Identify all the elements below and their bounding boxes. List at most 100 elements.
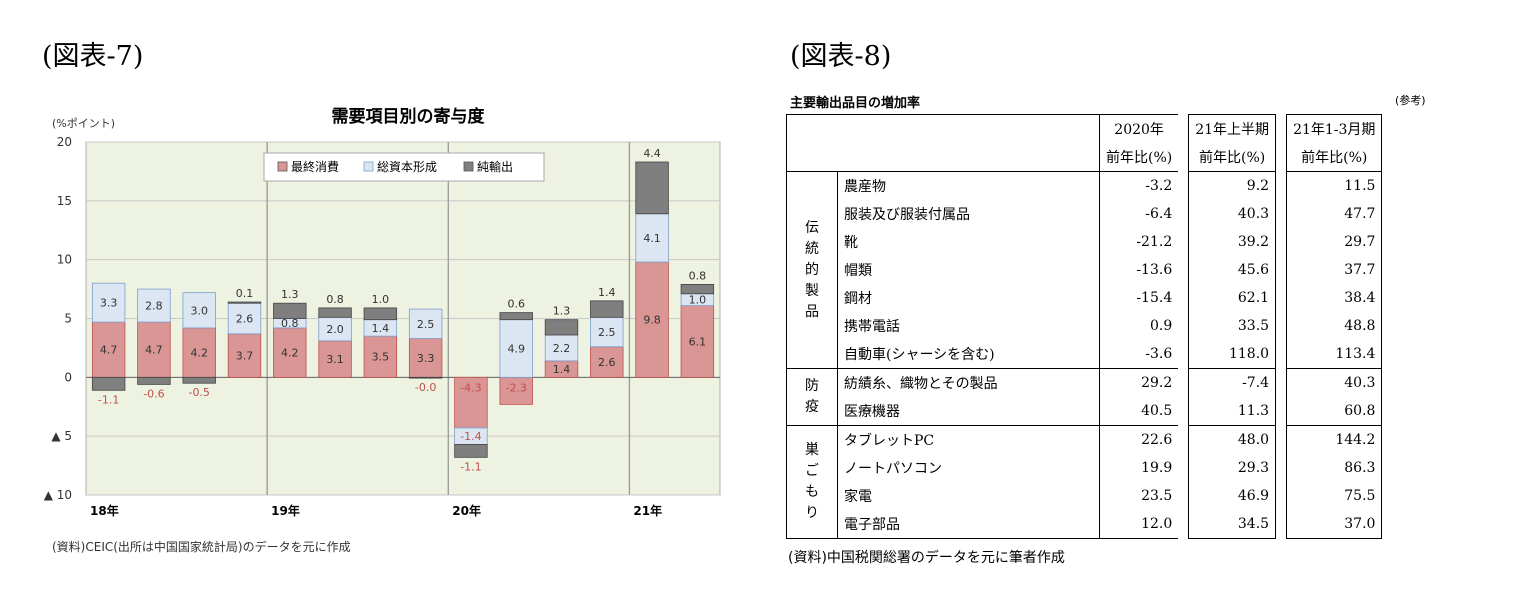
- value-2020: 23.5: [1099, 482, 1179, 510]
- table-source-note: (資料)中国税関総署のデータを元に筆者作成: [788, 550, 1065, 566]
- bar-segment: [454, 444, 488, 458]
- data-label: 0.6: [507, 298, 525, 311]
- value-q1-2021: 47.7: [1286, 200, 1383, 228]
- column-gap: [1276, 454, 1287, 482]
- column-gap: [1276, 200, 1287, 228]
- data-label: 3.5: [372, 351, 390, 364]
- value-h1-2021: 48.0: [1188, 425, 1277, 454]
- y-tick-label: 5: [64, 312, 72, 326]
- x-year-label: 19年: [271, 503, 300, 518]
- y-tick-label: ▲ 5: [51, 429, 72, 443]
- data-label: 2.8: [145, 300, 163, 313]
- value-h1-2021: 9.2: [1188, 171, 1277, 200]
- export-growth-table: 2020年 21年上半期 21年1-3月期 前年比(%) 前年比(%) 前年比(%) 伝統的…: [786, 114, 1383, 539]
- bar-segment: [680, 305, 715, 378]
- value-h1-2021: 33.5: [1188, 312, 1277, 340]
- figure8-title: (図表-8): [790, 41, 892, 72]
- table-row: 携帯電話 0.9 33.5 48.8: [787, 312, 1383, 340]
- data-label: -0.0: [415, 381, 436, 394]
- data-label: -4.3: [460, 381, 481, 394]
- bar-segment: [137, 288, 171, 323]
- value-2020: 40.5: [1099, 397, 1179, 426]
- bar-segment: [363, 335, 398, 378]
- data-label: -0.5: [188, 386, 209, 399]
- column-gap: [1276, 426, 1287, 455]
- table-row: 服装及び服装付属品 -6.4 40.3 47.7: [787, 200, 1383, 228]
- item-name: 鋼材: [837, 284, 1100, 312]
- y-tick-label: ▲ 10: [44, 488, 72, 502]
- value-2020: -13.6: [1099, 256, 1179, 284]
- y-tick-label: 0: [64, 370, 72, 384]
- value-h1-2021: 11.3: [1188, 397, 1277, 426]
- data-label: 1.0: [372, 293, 390, 306]
- data-label: -0.6: [143, 387, 164, 400]
- contribution-bar-chart: 20 15 10 5 0 ▲ 5 ▲ 10 18年 19年 20年 21年 4.7 3.3 -1.1 4.7…: [44, 106, 721, 518]
- data-label: 2.5: [598, 326, 616, 339]
- column-gap: [1276, 115, 1287, 144]
- item-name: 農産物: [837, 171, 1100, 200]
- column-gap: [1276, 284, 1287, 312]
- item-name: 医療機器: [837, 397, 1100, 426]
- value-q1-2021: 38.4: [1286, 284, 1383, 312]
- bar-segment: [273, 327, 307, 378]
- column-gap: [1178, 284, 1189, 312]
- data-label: 3.3: [417, 352, 435, 365]
- data-label: 4.7: [100, 344, 118, 357]
- y-axis-label: (%ポイント): [52, 117, 115, 130]
- value-2020: 22.6: [1099, 425, 1179, 454]
- data-label: 3.0: [190, 304, 208, 317]
- chart-source-note: (資料)CEIC(出所は中国国家統計局)のデータを元に作成: [52, 540, 351, 554]
- value-h1-2021: 29.3: [1188, 454, 1277, 482]
- column-gap: [1276, 510, 1287, 539]
- data-label: 4.4: [643, 147, 661, 160]
- header-2020: 前年比(%): [1099, 143, 1179, 172]
- item-name: ノートパソコン: [837, 454, 1100, 482]
- item-name: 電子部品: [837, 510, 1100, 539]
- data-label: 1.4: [372, 322, 390, 335]
- column-gap: [1178, 397, 1189, 426]
- bar-segment: [227, 301, 262, 304]
- figure7-title: (図表-7): [42, 41, 144, 72]
- data-label: 3.7: [236, 350, 254, 363]
- value-q1-2021: 113.4: [1286, 340, 1383, 369]
- data-label: 2.5: [417, 318, 435, 331]
- column-gap: [1178, 312, 1189, 340]
- value-h1-2021: -7.4: [1188, 368, 1277, 397]
- value-h1-2021: 62.1: [1188, 284, 1277, 312]
- value-q1-2021: 29.7: [1286, 228, 1383, 256]
- value-2020: -3.6: [1099, 340, 1179, 369]
- table-row: 伝統的製品 農産物 -3.2 9.2 11.5: [786, 171, 1383, 369]
- bar-segment: [408, 308, 443, 339]
- data-label: 4.7: [145, 344, 163, 357]
- category-cell: 防疫: [786, 368, 838, 426]
- value-h1-2021: 40.3: [1188, 200, 1277, 228]
- legend-swatch: [277, 161, 288, 172]
- table-row: 靴 -21.2 39.2 29.7: [787, 228, 1383, 256]
- column-gap: [1178, 482, 1189, 510]
- value-2020: 29.2: [1099, 368, 1179, 397]
- column-gap: [1178, 228, 1189, 256]
- column-gap: [1276, 143, 1287, 172]
- table-row: 鋼材 -15.4 62.1 38.4: [787, 284, 1383, 312]
- value-q1-2021: 86.3: [1286, 454, 1383, 482]
- header-h1-2021: 前年比(%): [1188, 143, 1277, 172]
- data-label: 0.8: [689, 269, 707, 282]
- value-2020: 12.0: [1099, 510, 1179, 539]
- table-row: 医療機器 40.5 11.3 60.8: [787, 397, 1383, 426]
- bar-segment: [318, 340, 352, 378]
- item-name: 携帯電話: [837, 312, 1100, 340]
- value-q1-2021: 75.5: [1286, 482, 1383, 510]
- column-gap: [1276, 369, 1287, 398]
- legend-label: 総資本形成: [377, 160, 437, 174]
- data-label: 2.6: [236, 313, 254, 326]
- table-row: ノートパソコン 19.9 29.3 86.3: [787, 454, 1383, 482]
- data-label: 1.4: [598, 286, 616, 299]
- bar-segment: [137, 321, 171, 378]
- bar-segment: [590, 300, 624, 318]
- value-2020: -6.4: [1099, 200, 1179, 228]
- bar-segment: [91, 376, 126, 391]
- item-name: 靴: [837, 228, 1100, 256]
- data-label: 4.2: [190, 347, 208, 360]
- x-year-label: 18年: [90, 503, 119, 518]
- value-q1-2021: 11.5: [1286, 171, 1383, 200]
